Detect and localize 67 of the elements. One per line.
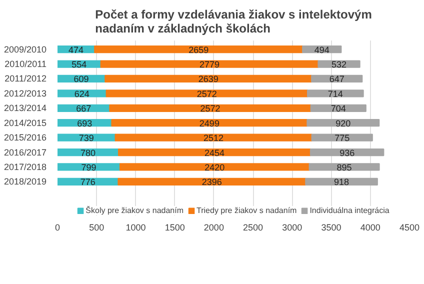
data-label: 799	[81, 162, 96, 172]
bar	[114, 134, 312, 142]
x-tick-label: 3000	[282, 222, 302, 232]
bar	[120, 163, 310, 171]
y-tick-label: 2011/2012	[4, 74, 47, 84]
data-label: 2639	[198, 74, 218, 84]
x-tick-label: 1500	[164, 222, 185, 232]
data-label: 2512	[204, 133, 224, 144]
bar	[100, 60, 319, 68]
data-label: 776	[80, 177, 96, 188]
y-tick-label: 2013/2014	[4, 103, 47, 114]
data-label: 474	[68, 44, 84, 55]
bar	[308, 163, 380, 171]
data-label: 494	[314, 44, 330, 55]
y-tick-label: 2016/2017	[4, 147, 47, 158]
y-tick-label: 2012/2013	[4, 88, 47, 98]
data-label: 2572	[196, 88, 217, 99]
data-label: 918	[334, 177, 350, 188]
bar	[118, 148, 311, 156]
data-label: 714	[328, 88, 343, 99]
x-tick-label: 3500	[321, 222, 342, 232]
data-label: 2659	[188, 44, 209, 55]
data-label: 2396	[202, 177, 222, 188]
x-tick-label: 4500	[399, 222, 420, 232]
data-label: 920	[336, 118, 351, 128]
data-label: 624	[74, 88, 90, 99]
legend-label: Individuálna integrácia	[310, 206, 390, 215]
x-tick-label: 500	[89, 222, 104, 232]
bar	[307, 90, 364, 98]
bar	[111, 119, 308, 127]
x-tick-label: 2000	[204, 222, 224, 232]
data-label: 554	[72, 60, 87, 70]
bar	[106, 90, 308, 98]
data-label: 647	[329, 74, 344, 84]
bar	[118, 178, 306, 186]
data-label: 936	[340, 148, 355, 158]
y-tick-label: 2018/2019	[4, 176, 47, 187]
legend-label: Triedy pre žiakov s nadaním	[196, 206, 297, 215]
bar	[109, 104, 312, 112]
data-label: 2420	[204, 162, 225, 172]
x-tick-label: 2500	[243, 222, 264, 232]
chart-title: Počet a formy vzdelávania žiakov s intelektovým nadaním v základných školách	[95, 8, 372, 36]
y-tick-label: 2009/2010	[4, 44, 47, 54]
data-label: 2499	[199, 118, 220, 128]
y-tick-label: 2015/2016	[4, 132, 47, 143]
data-label: 780	[80, 148, 96, 158]
y-tick-label: 2010/2011	[4, 59, 47, 70]
data-label: 2572	[200, 104, 220, 114]
y-tick-label: 2014/2015	[4, 118, 47, 128]
data-label: 2779	[200, 60, 220, 70]
data-label: 2454	[204, 148, 225, 158]
bar	[58, 163, 120, 171]
data-label: 667	[76, 104, 92, 114]
data-label: 895	[336, 162, 352, 172]
x-tick-label: 4000	[360, 222, 380, 232]
y-tick-label: 2017/2018	[4, 162, 47, 172]
data-label: 609	[74, 74, 89, 84]
bar	[94, 46, 304, 54]
x-tick-label: 0	[54, 222, 60, 232]
data-label: 693	[77, 118, 92, 128]
data-label: 775	[334, 133, 350, 144]
legend-label: Školy pre žiakov s nadaním	[86, 206, 184, 215]
x-tick-label: 1000	[126, 222, 146, 232]
bar	[104, 74, 312, 83]
data-label: 532	[332, 60, 347, 70]
data-label: 739	[78, 133, 94, 144]
data-label: 704	[330, 104, 346, 114]
